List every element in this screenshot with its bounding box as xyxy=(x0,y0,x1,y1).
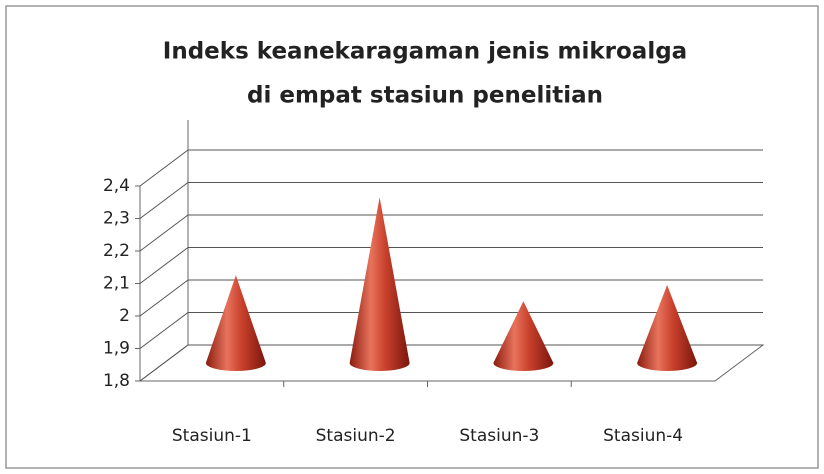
cone xyxy=(637,285,698,371)
grid-line xyxy=(139,247,763,284)
chart-title: Indeks keanekaragaman jenis mikroalga xyxy=(163,39,687,65)
grid-line xyxy=(139,182,763,219)
cone xyxy=(205,275,266,371)
y-tick-label: 2,4 xyxy=(103,176,130,196)
cone xyxy=(349,197,410,371)
x-tick-label: Stasiun-4 xyxy=(603,426,683,446)
grid-line xyxy=(139,312,763,349)
grid-line xyxy=(139,149,763,187)
y-tick-label: 2,2 xyxy=(103,241,130,261)
chart-subtitle: di empat stasiun penelitian xyxy=(247,83,603,109)
cone xyxy=(493,301,554,371)
y-tick-label: 2,3 xyxy=(103,209,130,229)
y-tick-label: 2 xyxy=(119,306,130,326)
y-tick-label: 1,8 xyxy=(103,371,130,391)
grid-line xyxy=(139,344,763,382)
grid-line xyxy=(139,279,763,317)
y-tick-label: 1,9 xyxy=(103,339,130,359)
x-tick-label: Stasiun-3 xyxy=(459,426,539,446)
y-tick-label: 2,1 xyxy=(103,274,130,294)
x-tick-label: Stasiun-2 xyxy=(316,426,396,446)
chart-frame xyxy=(5,5,819,469)
x-tick-label: Stasiun-1 xyxy=(172,426,252,446)
grid-line xyxy=(139,214,763,252)
